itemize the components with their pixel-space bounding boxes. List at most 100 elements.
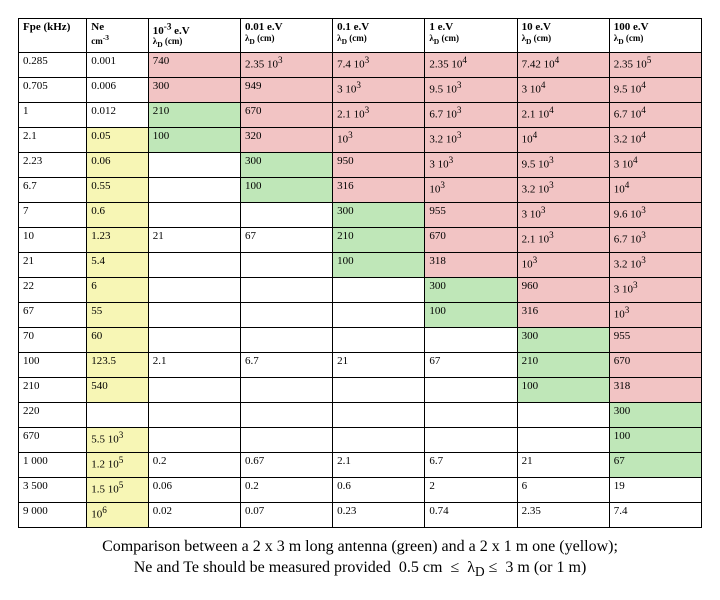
cell-10-4 xyxy=(333,302,425,327)
cell-9-0: 22 xyxy=(19,277,87,302)
cell-8-7: 3.2 103 xyxy=(609,252,701,277)
cell-12-0: 100 xyxy=(19,352,87,377)
cell-10-3 xyxy=(240,302,332,327)
cell-14-2 xyxy=(148,402,240,427)
cell-17-5: 2 xyxy=(425,477,517,502)
col-header-2: 10-3 e.VλD (cm) xyxy=(148,19,240,53)
cell-2-7: 6.7 104 xyxy=(609,102,701,127)
cell-11-5 xyxy=(425,327,517,352)
table-row: 6705.5 103100 xyxy=(19,427,702,452)
cell-5-1: 0.55 xyxy=(87,177,148,202)
cell-3-2: 100 xyxy=(148,127,240,152)
cell-9-7: 3 103 xyxy=(609,277,701,302)
cell-16-0: 1 000 xyxy=(19,452,87,477)
cell-17-4: 0.6 xyxy=(333,477,425,502)
cell-0-4: 7.4 103 xyxy=(333,52,425,77)
cell-2-6: 2.1 104 xyxy=(517,102,609,127)
cell-10-0: 67 xyxy=(19,302,87,327)
cell-7-6: 2.1 103 xyxy=(517,227,609,252)
cell-10-7: 103 xyxy=(609,302,701,327)
cell-12-2: 2.1 xyxy=(148,352,240,377)
cell-15-6 xyxy=(517,427,609,452)
cell-10-6: 316 xyxy=(517,302,609,327)
cell-9-2 xyxy=(148,277,240,302)
cell-1-1: 0.006 xyxy=(87,77,148,102)
table-row: 9 0001060.020.070.230.742.357.4 xyxy=(19,502,702,527)
cell-1-3: 949 xyxy=(240,77,332,102)
cell-0-2: 740 xyxy=(148,52,240,77)
cell-8-5: 318 xyxy=(425,252,517,277)
cell-17-2: 0.06 xyxy=(148,477,240,502)
cell-5-2 xyxy=(148,177,240,202)
cell-10-2 xyxy=(148,302,240,327)
cell-11-2 xyxy=(148,327,240,352)
table-row: 220300 xyxy=(19,402,702,427)
cell-13-3 xyxy=(240,377,332,402)
cell-5-3: 100 xyxy=(240,177,332,202)
cell-8-1: 5.4 xyxy=(87,252,148,277)
cell-6-2 xyxy=(148,202,240,227)
cell-9-1: 6 xyxy=(87,277,148,302)
cell-12-3: 6.7 xyxy=(240,352,332,377)
col-header-4: 0.1 e.VλD (cm) xyxy=(333,19,425,53)
cell-6-0: 7 xyxy=(19,202,87,227)
cell-1-7: 9.5 104 xyxy=(609,77,701,102)
cell-11-6: 300 xyxy=(517,327,609,352)
table-row: 3 5001.5 1050.060.20.62619 xyxy=(19,477,702,502)
cell-5-4: 316 xyxy=(333,177,425,202)
cell-5-5: 103 xyxy=(425,177,517,202)
col-header-5: 1 e.VλD (cm) xyxy=(425,19,517,53)
cell-16-4: 2.1 xyxy=(333,452,425,477)
cell-14-0: 220 xyxy=(19,402,87,427)
cell-6-7: 9.6 103 xyxy=(609,202,701,227)
cell-3-5: 3.2 103 xyxy=(425,127,517,152)
cell-4-5: 3 103 xyxy=(425,152,517,177)
cell-14-1 xyxy=(87,402,148,427)
cell-15-7: 100 xyxy=(609,427,701,452)
debye-table: Fpe (kHz)Necm-310-3 e.VλD (cm)0.01 e.VλD… xyxy=(18,18,702,528)
cell-15-1: 5.5 103 xyxy=(87,427,148,452)
cell-7-3: 67 xyxy=(240,227,332,252)
cell-2-5: 6.7 103 xyxy=(425,102,517,127)
cell-8-6: 103 xyxy=(517,252,609,277)
cell-14-5 xyxy=(425,402,517,427)
cell-0-7: 2.35 105 xyxy=(609,52,701,77)
col-header-3: 0.01 e.VλD (cm) xyxy=(240,19,332,53)
table-row: 6755100316103 xyxy=(19,302,702,327)
cell-9-4 xyxy=(333,277,425,302)
cell-13-1: 540 xyxy=(87,377,148,402)
cell-16-6: 21 xyxy=(517,452,609,477)
cell-10-5: 100 xyxy=(425,302,517,327)
cell-18-2: 0.02 xyxy=(148,502,240,527)
table-row: 6.70.551003161033.2 103104 xyxy=(19,177,702,202)
cell-16-2: 0.2 xyxy=(148,452,240,477)
cell-8-3 xyxy=(240,252,332,277)
caption-line2: Ne and Te should be measured provided 0.… xyxy=(134,559,587,576)
cell-4-6: 9.5 103 xyxy=(517,152,609,177)
cell-6-3 xyxy=(240,202,332,227)
cell-0-1: 0.001 xyxy=(87,52,148,77)
table-row: 0.2850.0017402.35 1037.4 1032.35 1047.42… xyxy=(19,52,702,77)
cell-12-1: 123.5 xyxy=(87,352,148,377)
cell-5-6: 3.2 103 xyxy=(517,177,609,202)
cell-13-5 xyxy=(425,377,517,402)
cell-17-1: 1.5 105 xyxy=(87,477,148,502)
cell-18-3: 0.07 xyxy=(240,502,332,527)
cell-13-2 xyxy=(148,377,240,402)
cell-13-0: 210 xyxy=(19,377,87,402)
col-header-6: 10 e.VλD (cm) xyxy=(517,19,609,53)
cell-6-6: 3 103 xyxy=(517,202,609,227)
cell-1-2: 300 xyxy=(148,77,240,102)
cell-18-5: 0.74 xyxy=(425,502,517,527)
cell-15-3 xyxy=(240,427,332,452)
cell-3-3: 320 xyxy=(240,127,332,152)
cell-18-6: 2.35 xyxy=(517,502,609,527)
cell-3-1: 0.05 xyxy=(87,127,148,152)
table-row: 101.2321672106702.1 1036.7 103 xyxy=(19,227,702,252)
cell-11-3 xyxy=(240,327,332,352)
table-row: 210540100318 xyxy=(19,377,702,402)
cell-5-7: 104 xyxy=(609,177,701,202)
cell-4-2 xyxy=(148,152,240,177)
cell-11-4 xyxy=(333,327,425,352)
cell-7-2: 21 xyxy=(148,227,240,252)
